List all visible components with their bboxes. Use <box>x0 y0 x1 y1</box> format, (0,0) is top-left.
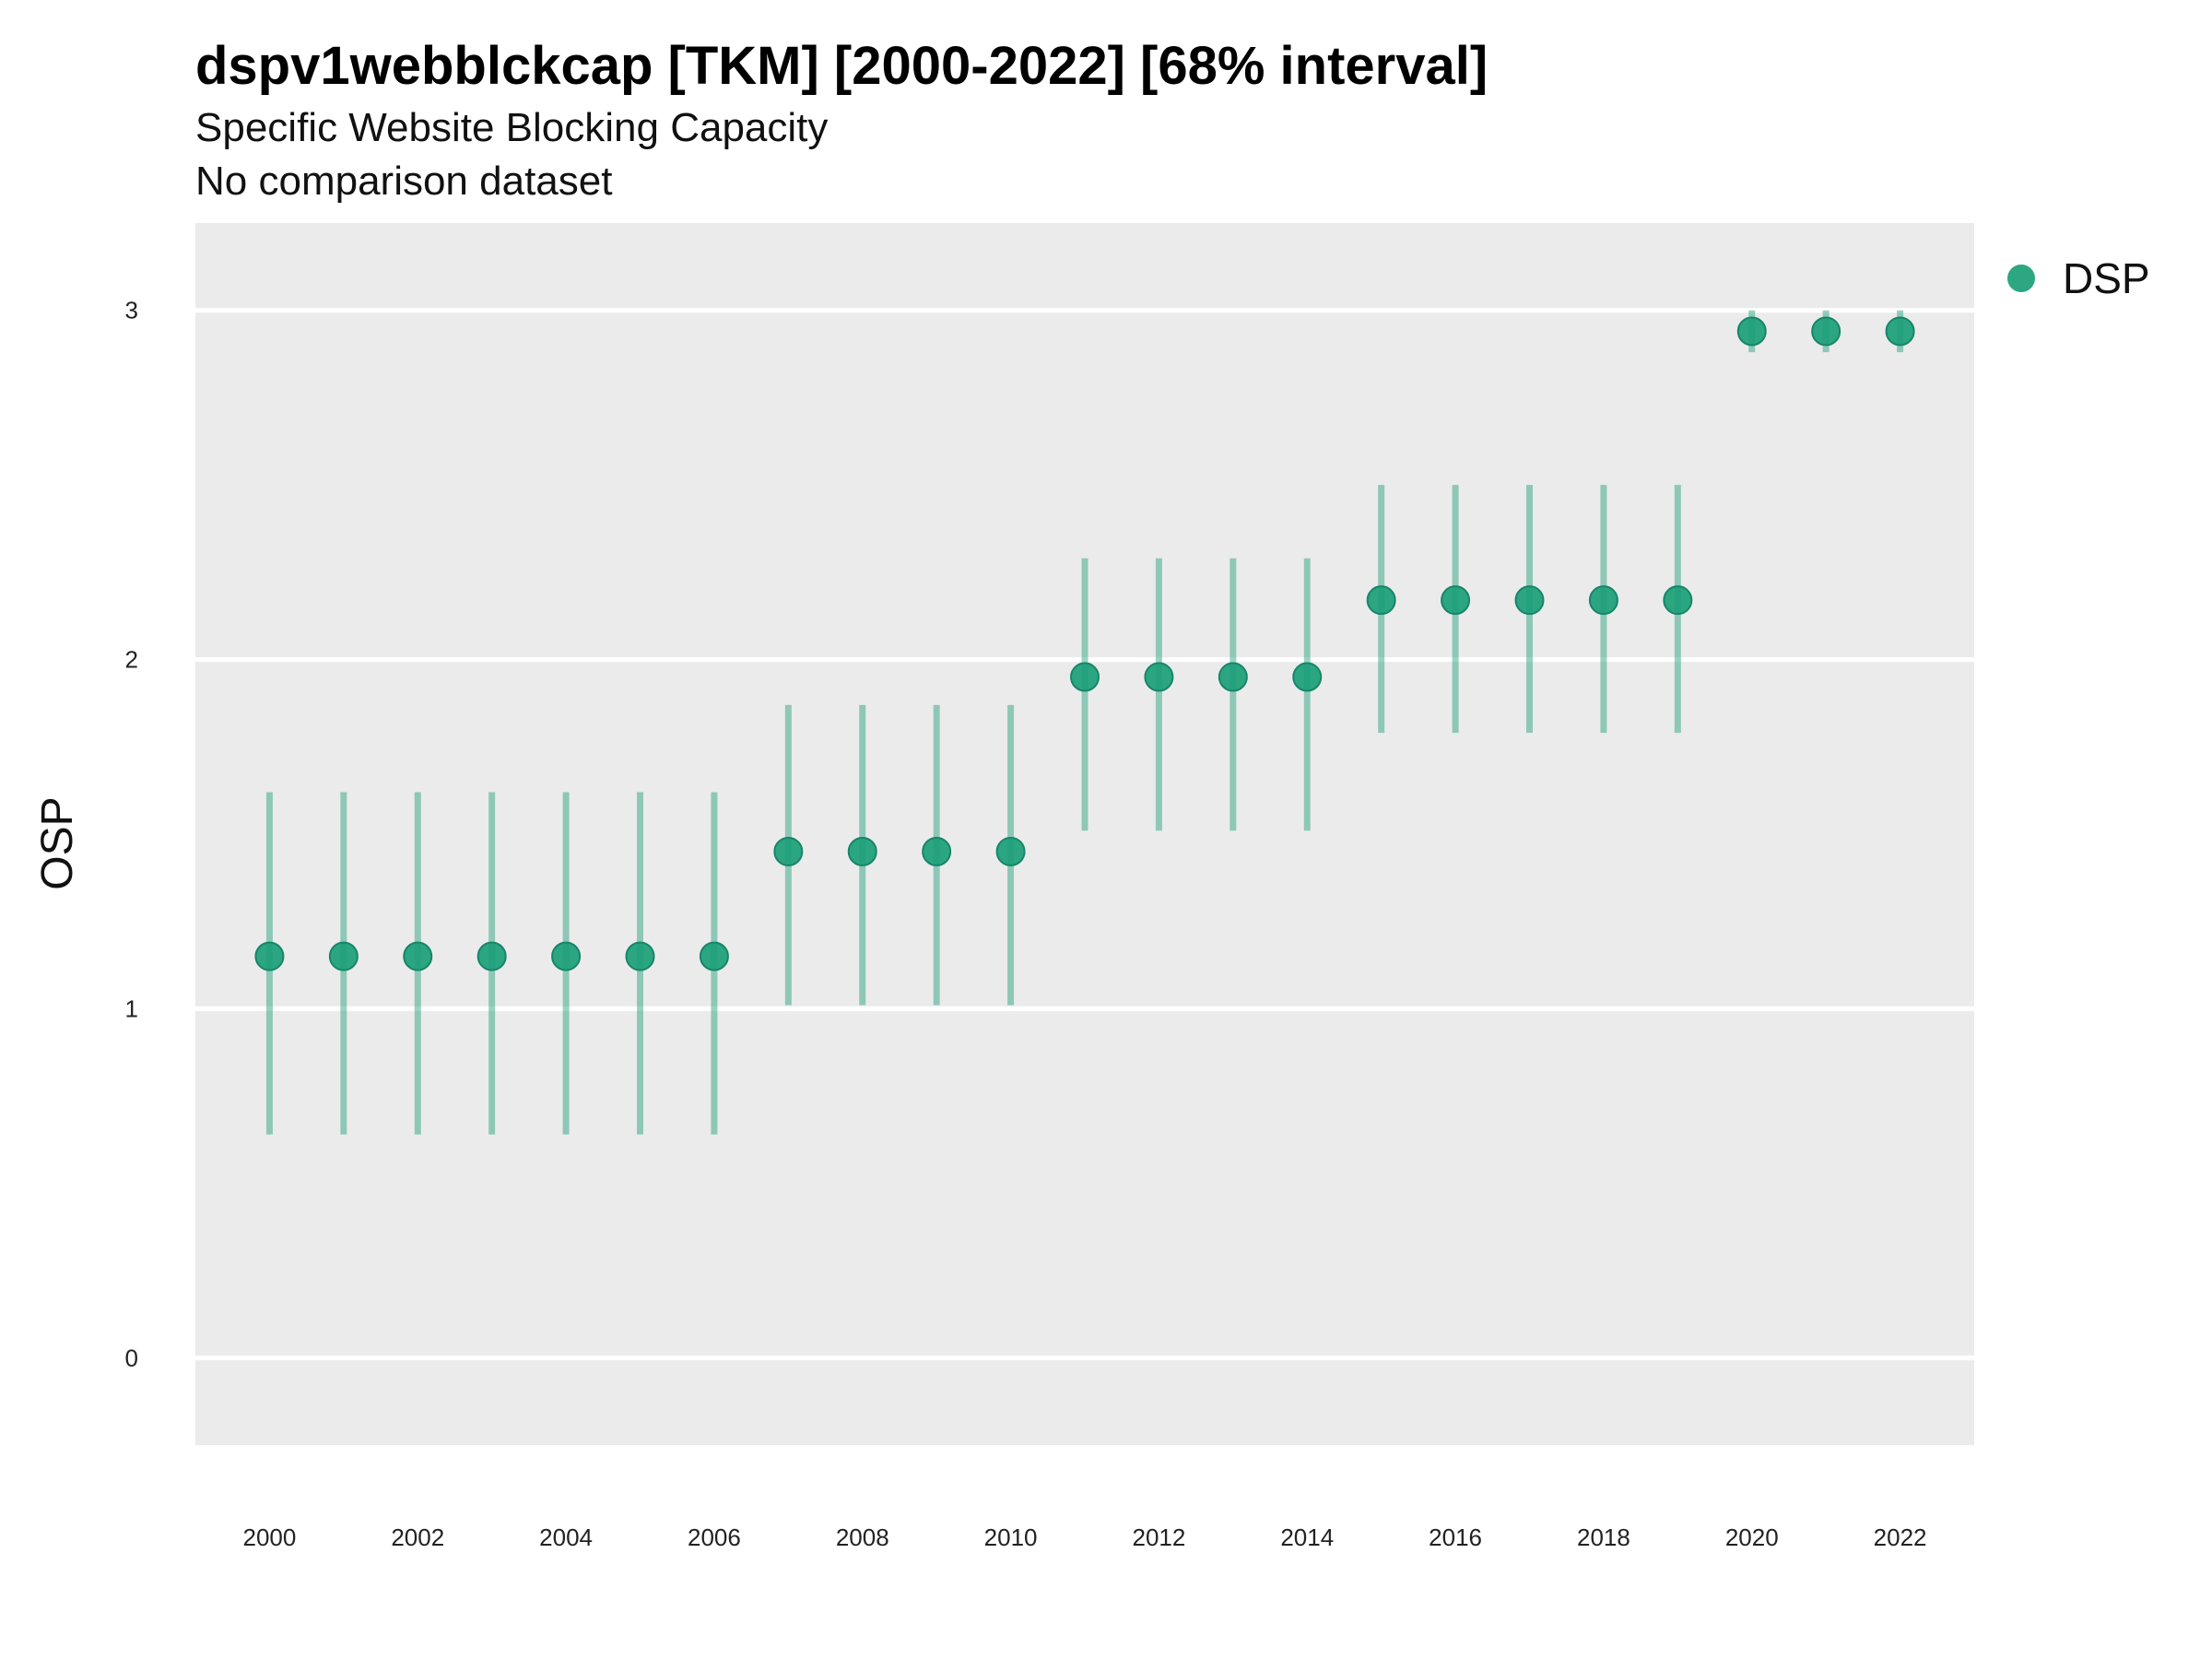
data-point <box>1292 662 1323 692</box>
grid-lines <box>195 308 1974 1360</box>
data-point <box>995 836 1026 866</box>
plot-panel <box>195 223 1974 1445</box>
y-tick-label: 2 <box>125 646 138 674</box>
x-tick-label: 2014 <box>1280 1524 1334 1551</box>
chart-subtitle: Specific Website Blocking Capacity <box>195 105 829 150</box>
data-point <box>1514 585 1545 616</box>
data-point <box>1366 585 1396 616</box>
legend: DSP <box>2007 254 2150 302</box>
data-point <box>699 941 729 971</box>
data-point <box>1070 662 1100 692</box>
legend-swatch <box>2007 265 2035 292</box>
data-point <box>254 941 285 971</box>
x-tick-label: 2016 <box>1429 1524 1482 1551</box>
data-point <box>1736 316 1767 347</box>
x-tick-label: 2008 <box>836 1524 889 1551</box>
data-point <box>773 836 804 866</box>
x-tick-label: 2012 <box>1132 1524 1185 1551</box>
data-point <box>922 836 952 866</box>
data-point <box>1588 585 1618 616</box>
y-tick-label: 0 <box>125 1344 138 1371</box>
x-tick-label: 2000 <box>242 1524 296 1551</box>
data-point <box>1218 662 1248 692</box>
data-point <box>1663 585 1693 616</box>
data-point <box>403 941 433 971</box>
data-point <box>1885 316 1915 347</box>
y-tick-label: 1 <box>125 994 138 1022</box>
data-point <box>328 941 359 971</box>
data-point <box>847 836 877 866</box>
data-point <box>1441 585 1471 616</box>
x-tick-label: 2002 <box>391 1524 444 1551</box>
x-tick-label: 2010 <box>984 1524 1038 1551</box>
chart-title: dspv1webblckcap [TKM] [2000-2022] [68% i… <box>195 36 1488 96</box>
data-point <box>477 941 507 971</box>
y-axis-title: OSP <box>33 796 82 889</box>
legend-label: DSP <box>2063 254 2150 302</box>
x-tick-label: 2020 <box>1725 1524 1779 1551</box>
x-tick-label: 2004 <box>539 1524 593 1551</box>
y-tick-label: 3 <box>125 297 138 324</box>
data-point <box>625 941 655 971</box>
data-point <box>551 941 582 971</box>
chart-note: No comparison dataset <box>195 159 613 204</box>
x-axis: 2000 2002 2004 2006 2008 2010 2012 2014 2016 2018… <box>242 1524 1926 1551</box>
x-tick-label: 2018 <box>1577 1524 1630 1551</box>
data-point <box>1811 316 1841 347</box>
x-tick-label: 2022 <box>1874 1524 1927 1551</box>
data-points <box>254 316 1915 971</box>
x-tick-label: 2006 <box>688 1524 741 1551</box>
y-axis: 0 1 2 3 <box>125 297 138 1372</box>
data-point <box>1144 662 1174 692</box>
